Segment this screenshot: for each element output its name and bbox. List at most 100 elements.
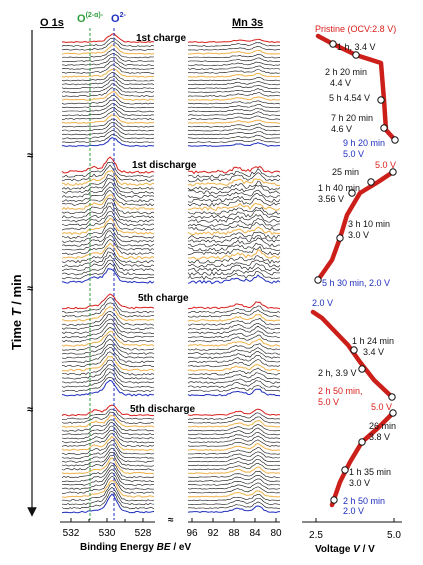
label-5th-discharge-1h35: 1 h 35 min bbox=[349, 467, 391, 477]
label-1st-charge-7h20: 7 h 20 min bbox=[331, 113, 373, 123]
mn3s-spectrum-trace bbox=[188, 112, 280, 116]
time-axis-label: Time T / min bbox=[9, 274, 24, 350]
sampling-point-marker bbox=[315, 277, 321, 283]
mn3s-spectrum-trace bbox=[188, 139, 280, 142]
voltage-tick-2-5: 2.5 bbox=[309, 530, 323, 541]
mn3s-spectrum-trace bbox=[188, 85, 280, 88]
label-5th-discharge-26min: 26 min bbox=[369, 421, 396, 431]
label-1st-discharge-3h10: 3 h 10 min bbox=[348, 219, 390, 229]
label-1st-discharge-1h40-v: 3.56 V bbox=[318, 194, 344, 204]
label-5th-charge-2h50-v: 5.0 V bbox=[318, 397, 339, 407]
mn3s-spectrum-trace bbox=[188, 62, 280, 66]
mn3s-spectrum-trace bbox=[188, 108, 280, 111]
label-1st-charge-9h20-v: 5.0 V bbox=[343, 149, 364, 159]
label-1st-discharge-25min: 25 min bbox=[332, 167, 359, 177]
label-1st-charge-2h20-v: 4.4 V bbox=[330, 78, 351, 88]
mn3s-spectrum-trace bbox=[188, 93, 280, 97]
sampling-point-marker bbox=[359, 366, 365, 372]
label-1st-discharge-5h30: 5 h 30 min, 2.0 V bbox=[322, 278, 390, 288]
panel-title-5th-charge: 5th charge bbox=[138, 293, 189, 304]
mn3s-spectrum-trace bbox=[188, 77, 280, 81]
mn3s-spectrum-trace bbox=[188, 302, 280, 309]
mn3s-spectrum-trace bbox=[188, 43, 280, 47]
o1s-x-axis: 532 530 528 bbox=[60, 518, 155, 539]
binding-energy-axis-label: Binding Energy BE / eV bbox=[80, 542, 191, 553]
sampling-point-marker bbox=[330, 41, 336, 47]
sampling-point-marker bbox=[351, 347, 357, 353]
label-5th-discharge-2h50: 2 h 50 min bbox=[343, 496, 385, 506]
label-5th-discharge-2h50-v: 2.0 V bbox=[343, 506, 364, 516]
mn3s-spectrum-trace bbox=[188, 120, 280, 123]
label-1st-charge-1h: 1 h, 3.4 V bbox=[337, 42, 376, 52]
panel-title-5th-discharge: 5th discharge bbox=[130, 404, 195, 415]
label-1st-charge-5h: 5 h 4.54 V bbox=[329, 93, 370, 103]
mn3s-spectrum-trace bbox=[188, 73, 280, 77]
mn3s-spectrum-trace bbox=[188, 409, 280, 415]
label-1st-discharge-3h10-v: 3.0 V bbox=[348, 230, 369, 240]
sampling-point-marker bbox=[378, 97, 384, 103]
mn3s-spectrum-trace bbox=[188, 58, 280, 62]
sampling-point-marker bbox=[392, 137, 398, 143]
mn3s-spectrum-trace bbox=[188, 39, 280, 42]
sampling-point-marker bbox=[342, 467, 348, 473]
label-5th-discharge-1h35-v: 3.0 V bbox=[349, 478, 370, 488]
mn3s-x-axis: 96 92 88 84 80 bbox=[186, 518, 282, 539]
mn3s-spectrum-trace bbox=[188, 132, 280, 135]
mn3s-spectrum-trace bbox=[188, 116, 280, 120]
sampling-point-marker bbox=[353, 52, 359, 58]
voltage-x-axis: 2.5 5.0 bbox=[302, 518, 402, 541]
mn3s-spectrum-trace bbox=[188, 70, 280, 74]
o-defect-label: O(2-α)- bbox=[77, 12, 104, 25]
label-5th-charge-2h50: 2 h 50 min, bbox=[318, 386, 363, 396]
o1s-tick-528: 528 bbox=[135, 528, 152, 539]
spectra-stack bbox=[62, 34, 280, 513]
mn3s-spectrum-trace bbox=[188, 143, 280, 147]
o1s-tick-530: 530 bbox=[99, 528, 116, 539]
mn3s-spectrum-trace bbox=[188, 104, 280, 108]
label-1st-charge-9h20: 9 h 20 min bbox=[343, 138, 385, 148]
label-pristine: Pristine (OCV:2.8 V) bbox=[315, 24, 396, 34]
panel-title-1st-charge: 1st charge bbox=[136, 33, 186, 44]
label-5th-charge-1h24: 1 h 24 min bbox=[352, 336, 394, 346]
label-5th-charge-1h24-v: 3.4 V bbox=[363, 347, 384, 357]
sampling-point-marker bbox=[381, 125, 387, 131]
sampling-point-marker bbox=[368, 179, 374, 185]
sampling-point-marker bbox=[389, 394, 395, 400]
mn3s-tick-92: 92 bbox=[207, 528, 219, 539]
axis-break-1: ≈ bbox=[27, 150, 33, 162]
axis-break-2: ≈ bbox=[27, 283, 33, 295]
mn3s-spectrum-trace bbox=[188, 127, 280, 131]
mn3s-tick-84: 84 bbox=[249, 528, 261, 539]
mn3s-tick-96: 96 bbox=[186, 528, 198, 539]
voltage-axis-label: Voltage V / V bbox=[315, 544, 375, 555]
o-lattice-label: O2- bbox=[111, 12, 126, 25]
mn3s-spectrum-trace bbox=[188, 66, 280, 70]
label-1st-charge-7h20-v: 4.6 V bbox=[331, 124, 352, 134]
sampling-point-marker bbox=[337, 235, 343, 241]
label-5th-discharge-26min-v: 3.8 V bbox=[369, 432, 390, 442]
mn3s-spectrum-trace bbox=[188, 89, 280, 93]
label-5th-charge-2v: 2.0 V bbox=[312, 298, 333, 308]
voltage-tick-5-0: 5.0 bbox=[387, 530, 401, 541]
label-1st-discharge-1h40: 1 h 40 min bbox=[318, 183, 360, 193]
axis-break-3: ≈ bbox=[27, 404, 33, 416]
mn3s-spectrum-trace bbox=[188, 46, 280, 50]
panel-title-1st-discharge: 1st discharge bbox=[132, 160, 197, 171]
mn3s-spectrum-trace bbox=[188, 166, 280, 173]
mn3s-spectrum-trace bbox=[188, 50, 280, 54]
mn3s-tick-88: 88 bbox=[228, 528, 240, 539]
sampling-point-marker bbox=[359, 439, 365, 445]
o1s-tick-532: 532 bbox=[63, 528, 80, 539]
mn3s-tick-80: 80 bbox=[270, 528, 282, 539]
sampling-point-marker bbox=[331, 497, 337, 503]
label-5th-discharge-5v: 5.0 V bbox=[371, 402, 392, 412]
mn3s-spectrum-trace bbox=[188, 82, 280, 85]
mn3s-header: Mn 3s bbox=[232, 17, 263, 29]
label-1st-charge-2h20: 2 h 20 min bbox=[325, 67, 367, 77]
mn3s-spectrum-trace bbox=[188, 54, 280, 58]
mn3s-spectrum-trace bbox=[188, 124, 280, 128]
mn3s-spectrum-trace bbox=[188, 135, 280, 139]
o1s-header: O 1s bbox=[40, 17, 64, 29]
x-axis-break: ≈ bbox=[168, 515, 174, 526]
